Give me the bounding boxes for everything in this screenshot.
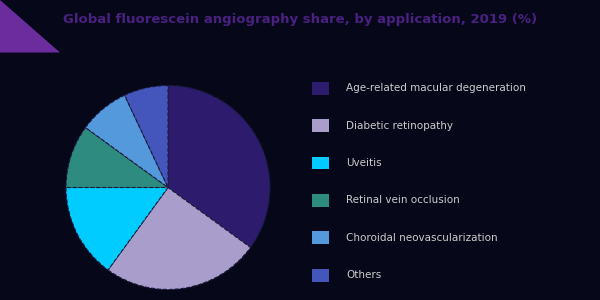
Wedge shape <box>125 85 168 188</box>
Text: Choroidal neovascularization: Choroidal neovascularization <box>347 233 498 243</box>
FancyBboxPatch shape <box>312 194 329 207</box>
Polygon shape <box>0 0 60 52</box>
FancyBboxPatch shape <box>312 231 329 244</box>
FancyBboxPatch shape <box>312 119 329 132</box>
Wedge shape <box>66 188 168 270</box>
FancyBboxPatch shape <box>312 82 329 94</box>
Text: Diabetic retinopathy: Diabetic retinopathy <box>347 121 454 130</box>
Wedge shape <box>85 95 168 188</box>
Wedge shape <box>168 85 270 248</box>
Wedge shape <box>66 128 168 188</box>
Text: Retinal vein occlusion: Retinal vein occlusion <box>347 195 460 206</box>
FancyBboxPatch shape <box>312 157 329 169</box>
Text: Age-related macular degeneration: Age-related macular degeneration <box>347 83 526 93</box>
Text: Others: Others <box>347 270 382 280</box>
Wedge shape <box>108 188 251 290</box>
Text: Global fluorescein angiography share, by application, 2019 (%): Global fluorescein angiography share, by… <box>63 14 537 26</box>
FancyBboxPatch shape <box>312 269 329 282</box>
Text: Uveitis: Uveitis <box>347 158 382 168</box>
